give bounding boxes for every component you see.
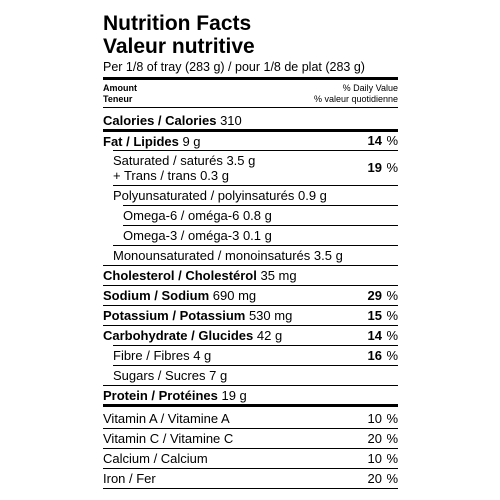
amount: 9 g — [178, 134, 201, 149]
rule — [103, 385, 398, 386]
rule — [103, 448, 398, 449]
row-label: Polyunsaturated / polyinsaturés 0.9 g — [113, 188, 327, 203]
row-label: Sugars / Sucres 7 g — [113, 368, 228, 383]
amount: 4 g — [189, 348, 212, 363]
rule — [103, 265, 398, 266]
percent-sign: % — [386, 410, 398, 426]
amount: 3.5 g — [310, 248, 343, 263]
amount: 0.3 g — [196, 168, 229, 183]
percent-sign: % — [386, 327, 398, 343]
amount: 690 mg — [209, 288, 257, 303]
title: Nutrition Facts — [103, 12, 252, 35]
percent: 19 — [367, 160, 382, 175]
row-label: Potassium / Potassium 530 mg — [103, 308, 293, 323]
amount: 3.5 g — [222, 153, 256, 168]
row-label: Omega-6 / oméga-6 0.8 g — [123, 208, 272, 223]
percent: 16 — [367, 347, 382, 363]
row-label: Calories / Calories 310 — [103, 113, 242, 128]
amount: 19 g — [217, 388, 247, 403]
amount-header: Amount — [103, 83, 137, 93]
serving: Per 1/8 of tray (283 g) / pour 1/8 de pl… — [103, 60, 365, 74]
rule — [103, 107, 398, 108]
amount: 35 mg — [256, 268, 297, 283]
percent-sign: % — [386, 470, 398, 486]
rule — [123, 225, 398, 226]
row-label: Saturated / saturés 3.5 g — [113, 153, 256, 168]
thick-rule — [103, 129, 398, 132]
dv-header: % Daily Value — [342, 83, 398, 93]
row-label: Fat / Lipides 9 g — [103, 134, 201, 149]
rule — [123, 205, 398, 206]
percent: 15 — [367, 307, 382, 323]
row-label: Monounsaturated / monoinsaturés 3.5 g — [113, 248, 343, 263]
rule — [113, 345, 398, 346]
row-label: Sodium / Sodium 690 mg — [103, 288, 257, 303]
amount: 0.8 g — [239, 208, 272, 223]
nutrition-label: Nutrition Facts Valeur nutritive Per 1/8… — [103, 0, 398, 500]
rule — [103, 285, 398, 286]
row-label: Carbohydrate / Glucides 42 g — [103, 328, 283, 343]
rule — [113, 245, 398, 246]
percent-sign: % — [386, 287, 398, 303]
amount: 310 — [216, 113, 242, 128]
percent: 29 — [367, 287, 382, 303]
percent-sign: % — [386, 307, 398, 323]
rule — [103, 305, 398, 306]
row-label: Calcium / Calcium — [103, 451, 208, 466]
rule — [103, 488, 398, 489]
rule — [103, 325, 398, 326]
amount: 0.1 g — [239, 228, 272, 243]
percent: 20 — [367, 470, 382, 486]
row-label: Omega-3 / oméga-3 0.1 g — [123, 228, 272, 243]
row-label: Cholesterol / Cholestérol 35 mg — [103, 268, 297, 283]
percent-sign: % — [386, 347, 398, 363]
percent-sign: % — [386, 430, 398, 446]
percent: 20 — [367, 430, 382, 446]
amount: 7 g — [205, 368, 228, 383]
thick-rule — [103, 77, 398, 80]
rule — [113, 150, 398, 151]
rule — [113, 365, 398, 366]
percent: 14 — [367, 327, 382, 343]
row-label: Iron / Fer — [103, 471, 156, 486]
amount: 0.9 g — [294, 188, 327, 203]
row-label: Vitamin A / Vitamine A — [103, 411, 230, 426]
rule — [113, 185, 398, 186]
row-label: + Trans / trans 0.3 g — [113, 168, 229, 183]
percent: 10 — [367, 410, 382, 426]
amount-header-fr: Teneur — [103, 94, 133, 104]
percent: 14 — [367, 133, 382, 148]
amount: 530 mg — [245, 308, 293, 323]
rule — [103, 428, 398, 429]
rule — [103, 468, 398, 469]
percent-sign: % — [386, 450, 398, 466]
row-label: Vitamin C / Vitamine C — [103, 431, 234, 446]
dv-header-fr: % valeur quotidienne — [313, 94, 398, 104]
percent: 10 — [367, 450, 382, 466]
row-label: Fibre / Fibres 4 g — [113, 348, 212, 363]
percent-sign: % — [386, 160, 398, 175]
thick-rule — [103, 404, 398, 407]
amount: 42 g — [253, 328, 283, 343]
percent-sign: % — [386, 133, 398, 148]
title-fr: Valeur nutritive — [103, 35, 255, 58]
row-label: Protein / Protéines 19 g — [103, 388, 247, 403]
